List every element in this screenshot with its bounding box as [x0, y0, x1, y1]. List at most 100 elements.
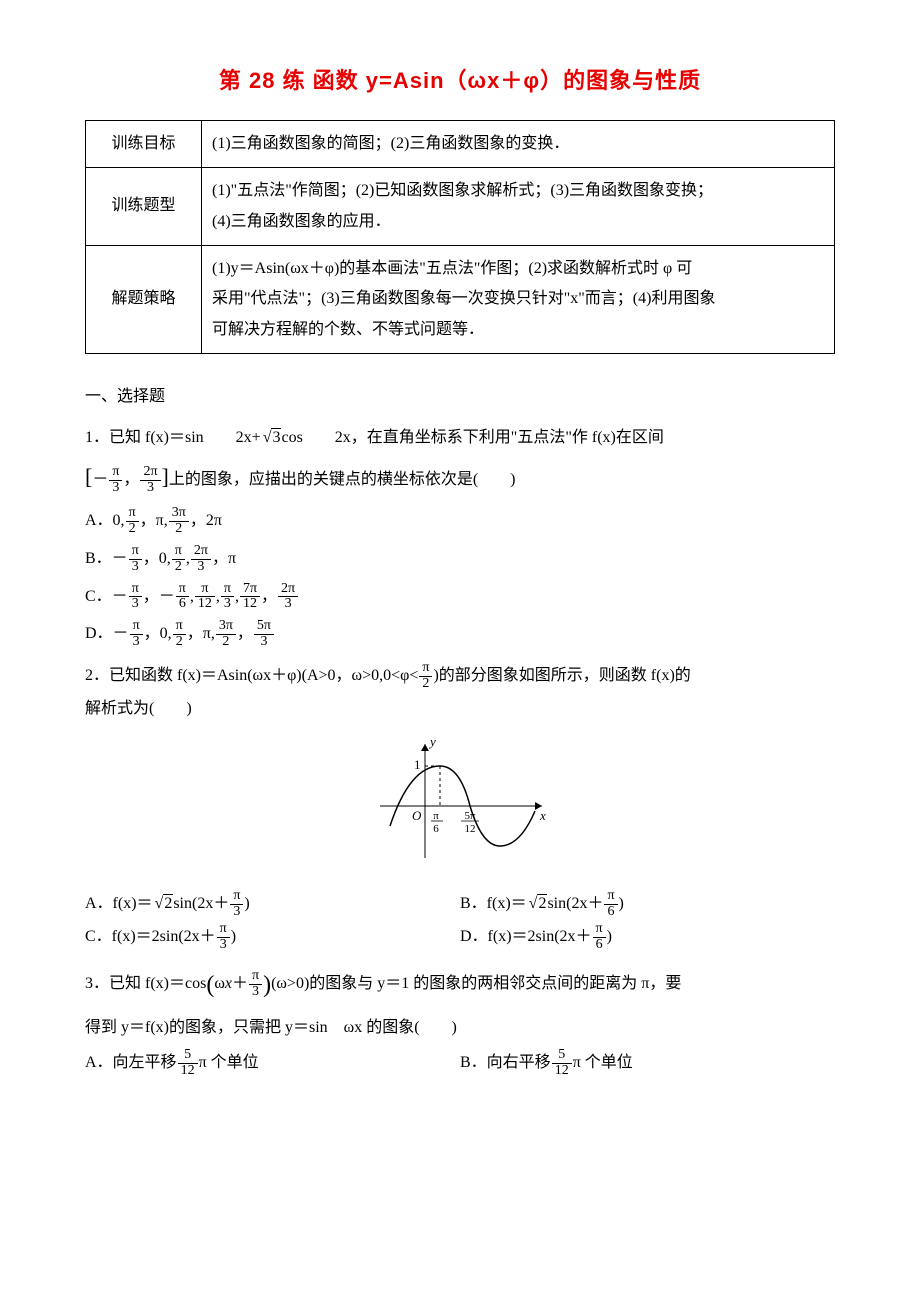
q2-text-b: )的部分图象如图所示，则函数 f(x)的 — [433, 667, 690, 684]
opt-text: D．f(x)＝2sin(2x＋ — [460, 928, 592, 945]
opt-text: ，π — [212, 550, 236, 567]
opt-text: D．－ — [85, 625, 129, 642]
tick2-bot: 12 — [465, 823, 476, 835]
frac: π3 — [109, 465, 122, 495]
q2-graph: y x O 1 π 6 5π 12 — [85, 736, 835, 877]
opt-text: A．0, — [85, 512, 125, 529]
opt-text: ，－ — [143, 588, 175, 605]
row3-text-a: (1)y＝Asin(ωx＋φ)的基本画法"五点法"作图；(2)求函数解析式时 φ… — [212, 260, 692, 277]
frac: 7π12 — [240, 582, 260, 612]
opt-text: ) — [231, 928, 236, 945]
frac: 2π3 — [278, 582, 298, 612]
q2-opt-b: B．f(x)＝2sin(2x＋π6) — [460, 889, 835, 920]
question-3: 3．已知 f(x)＝cos(ωx＋π3)(ω>0)的图象与 y＝1 的图象的两相… — [85, 960, 835, 1044]
opt-text: sin(2x＋ — [173, 895, 229, 912]
opt-text: ) — [244, 895, 249, 912]
q2-opts-row1: A．f(x)＝2sin(2x＋π3) B．f(x)＝2sin(2x＋π6) — [85, 889, 835, 920]
frac: 3π2 — [216, 619, 236, 649]
row2-text-b: (4)三角函数图象的应用． — [212, 213, 391, 230]
row1-label: 训练目标 — [86, 120, 202, 167]
y-axis-label: y — [428, 736, 436, 749]
q2-opts-row2: C．f(x)＝2sin(2x＋π3) D．f(x)＝2sin(2x＋π6) — [85, 922, 835, 953]
q3-opt-b: B．向右平移512π 个单位 — [460, 1048, 835, 1079]
opt-text: ，0, — [144, 625, 172, 642]
opt-text: A．向左平移 — [85, 1054, 177, 1071]
q1-text-a: 1．已知 f(x)＝sin 2x+ — [85, 429, 261, 446]
frac: π2 — [173, 619, 186, 649]
frac: π3 — [221, 582, 234, 612]
opt-text: ) — [607, 928, 612, 945]
one-label: 1 — [414, 757, 421, 772]
q3-text-c: 得到 y＝f(x)的图象，只需把 y＝sin ωx 的图象( ) — [85, 1019, 457, 1036]
opt-text: A．f(x)＝ — [85, 895, 153, 912]
q1-opt-b: B．－π3，0,π2,2π3，π — [85, 542, 835, 576]
opt-text: B．向右平移 — [460, 1054, 551, 1071]
row3-text: (1)y＝Asin(ωx＋φ)的基本画法"五点法"作图；(2)求函数解析式时 φ… — [202, 245, 835, 353]
info-table: 训练目标 (1)三角函数图象的简图；(2)三角函数图象的变换． 训练题型 (1)… — [85, 120, 835, 354]
row2-text-a: (1)"五点法"作简图；(2)已知函数图象求解析式；(3)三角函数图象变换； — [212, 182, 713, 199]
frac: π3 — [130, 619, 143, 649]
frac: 2π3 — [191, 544, 211, 574]
opt-text: ，π, — [187, 625, 215, 642]
q2-text-a: 2．已知函数 f(x)＝Asin(ωx＋φ)(A>0，ω>0,0<φ< — [85, 667, 418, 684]
question-1: 1．已知 f(x)＝sin 2x+3cos 2x，在直角坐标系下利用"五点法"作… — [85, 421, 835, 501]
q1-opt-c: C．－π3，－π6,π12,π3,7π12，2π3 — [85, 580, 835, 614]
sine-graph-icon: y x O 1 π 6 5π 12 — [370, 736, 550, 866]
section-heading: 一、选择题 — [85, 382, 835, 412]
opt-text: C．f(x)＝2sin(2x＋ — [85, 928, 216, 945]
q3-text-a: 3．已知 f(x)＝cos — [85, 975, 206, 992]
opt-text: ，0, — [143, 550, 171, 567]
opt-text: , — [235, 588, 239, 605]
opt-text: B．f(x)＝ — [460, 895, 527, 912]
frac: π6 — [176, 582, 189, 612]
frac: π12 — [195, 582, 215, 612]
frac: 3π2 — [169, 506, 189, 536]
frac: π2 — [126, 506, 139, 536]
question-2: 2．已知函数 f(x)＝Asin(ωx＋φ)(A>0，ω>0,0<φ<π2)的部… — [85, 659, 835, 726]
frac: π6 — [593, 922, 606, 952]
tick1-bot: 6 — [433, 823, 439, 835]
opt-text: ，π, — [140, 512, 168, 529]
frac: π6 — [604, 889, 617, 919]
opt-text: , — [186, 550, 190, 567]
row2-text: (1)"五点法"作简图；(2)已知函数图象求解析式；(3)三角函数图象变换； (… — [202, 168, 835, 246]
opt-text: B．－ — [85, 550, 128, 567]
frac: π2 — [419, 661, 432, 691]
sqrt-icon: 3 — [261, 421, 282, 455]
q3-opt-a: A．向左平移512π 个单位 — [85, 1048, 460, 1079]
opt-text: π 个单位 — [573, 1054, 633, 1071]
opt-text: , — [190, 588, 194, 605]
sqrt-icon: 2 — [527, 889, 548, 919]
q1-opt-d: D．－π3，0,π2，π,3π2，5π3 — [85, 617, 835, 651]
opt-text: C．－ — [85, 588, 128, 605]
row3-text-c: 可解决方程解的个数、不等式问题等． — [212, 321, 484, 338]
frac: π3 — [217, 922, 230, 952]
q2-opt-c: C．f(x)＝2sin(2x＋π3) — [85, 922, 460, 953]
opt-text: ， — [237, 625, 253, 642]
opt-text: π 个单位 — [199, 1054, 259, 1071]
row2-label: 训练题型 — [86, 168, 202, 246]
x-axis-label: x — [539, 808, 546, 823]
opt-text: ， — [261, 588, 277, 605]
sqrt-icon: 2 — [153, 889, 174, 919]
frac: π3 — [129, 582, 142, 612]
tick1-top: π — [433, 810, 439, 822]
q1-text-c: 上的图象，应描出的关键点的横坐标依次是( ) — [169, 471, 516, 488]
opt-text: ，2π — [190, 512, 222, 529]
q3-opts-row1: A．向左平移512π 个单位 B．向右平移512π 个单位 — [85, 1048, 835, 1079]
frac: π3 — [230, 889, 243, 919]
opt-text: , — [216, 588, 220, 605]
q3-text-b: (ω>0)的图象与 y＝1 的图象的两相邻交点间的距离为 π，要 — [271, 975, 681, 992]
q1-opt-a: A．0,π2，π,3π2，2π — [85, 504, 835, 538]
page-title: 第 28 练 函数 y=Asin（ωx＋φ）的图象与性质 — [85, 60, 835, 102]
opt-text: sin(2x＋ — [547, 895, 603, 912]
q2-opt-a: A．f(x)＝2sin(2x＋π3) — [85, 889, 460, 920]
q2-text-c: 解析式为( ) — [85, 700, 192, 717]
row3-label: 解题策略 — [86, 245, 202, 353]
q2-opt-d: D．f(x)＝2sin(2x＋π6) — [460, 922, 835, 953]
frac: 5π3 — [254, 619, 274, 649]
tick2-top: 5π — [464, 810, 476, 822]
row1-text: (1)三角函数图象的简图；(2)三角函数图象的变换． — [202, 120, 835, 167]
origin-label: O — [412, 808, 422, 823]
frac: 2π3 — [140, 465, 160, 495]
